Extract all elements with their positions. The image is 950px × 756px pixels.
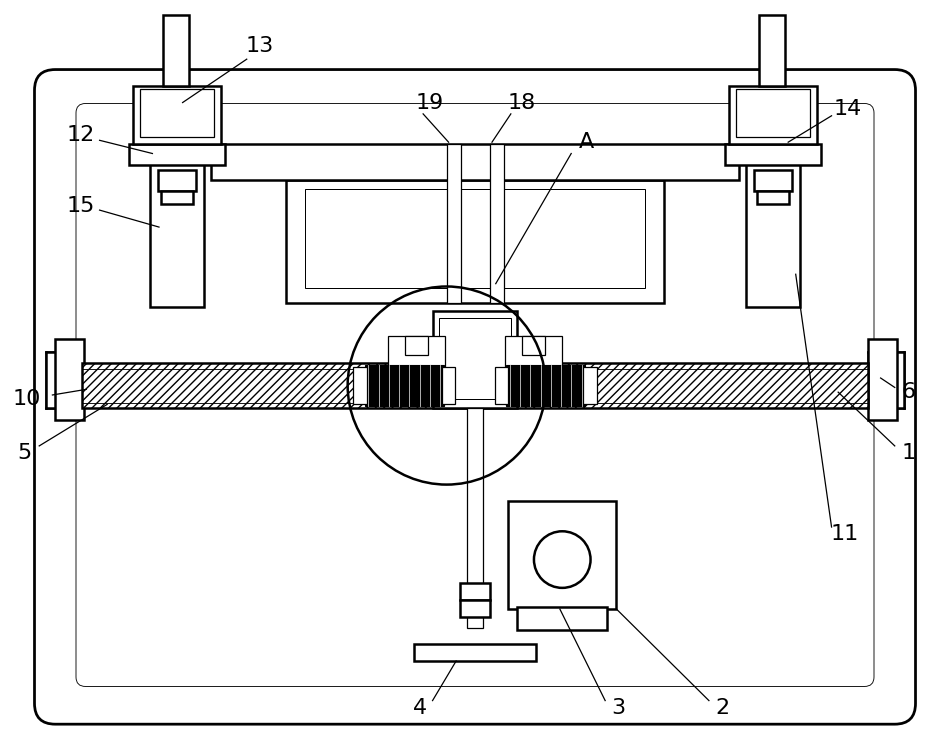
Bar xyxy=(162,15,189,85)
Bar xyxy=(406,370,428,389)
Text: 1: 1 xyxy=(902,444,916,463)
Text: 6: 6 xyxy=(902,382,916,402)
Text: 2: 2 xyxy=(715,698,730,718)
Bar xyxy=(757,191,789,204)
Text: 5: 5 xyxy=(17,444,31,463)
Bar xyxy=(506,365,585,406)
Bar xyxy=(746,144,801,307)
Text: A: A xyxy=(579,132,594,152)
Bar xyxy=(754,171,792,191)
Bar xyxy=(55,339,84,420)
Bar xyxy=(729,85,817,144)
Bar xyxy=(389,336,445,370)
Bar xyxy=(508,500,617,609)
Bar xyxy=(868,339,897,420)
Text: 15: 15 xyxy=(66,197,95,216)
Bar xyxy=(305,189,645,288)
Bar xyxy=(505,336,561,370)
Bar xyxy=(129,144,225,165)
Text: 18: 18 xyxy=(508,92,537,113)
Bar xyxy=(353,367,367,404)
Bar xyxy=(141,89,214,137)
Bar xyxy=(522,336,544,355)
Text: 19: 19 xyxy=(415,92,444,113)
Bar xyxy=(365,365,444,406)
Bar xyxy=(759,15,786,85)
Bar xyxy=(467,408,483,628)
Bar xyxy=(495,367,508,404)
Bar xyxy=(442,367,455,404)
Text: 13: 13 xyxy=(246,36,274,56)
Text: 10: 10 xyxy=(12,389,41,409)
Circle shape xyxy=(534,531,591,588)
Bar xyxy=(439,318,511,398)
Bar xyxy=(286,180,664,302)
Bar xyxy=(725,144,821,165)
Bar xyxy=(583,367,597,404)
Bar xyxy=(522,370,544,389)
Bar xyxy=(158,171,196,191)
Bar xyxy=(133,85,221,144)
Bar xyxy=(406,336,428,355)
Bar xyxy=(413,644,537,661)
Text: 4: 4 xyxy=(413,698,428,718)
Bar xyxy=(389,370,445,404)
Bar xyxy=(460,600,490,617)
FancyBboxPatch shape xyxy=(34,70,916,724)
Text: 3: 3 xyxy=(611,698,625,718)
Bar xyxy=(490,144,504,302)
Text: 11: 11 xyxy=(830,524,859,544)
Bar xyxy=(446,144,461,302)
Bar xyxy=(82,363,868,408)
Bar xyxy=(46,352,82,408)
Text: 12: 12 xyxy=(66,125,95,144)
Bar xyxy=(868,352,904,408)
Bar xyxy=(505,370,561,404)
Bar xyxy=(161,191,193,204)
Bar xyxy=(460,583,490,600)
Bar xyxy=(736,89,809,137)
Bar xyxy=(518,607,607,630)
Text: 14: 14 xyxy=(833,99,862,119)
Bar xyxy=(432,311,518,408)
Bar xyxy=(211,144,739,180)
Bar xyxy=(149,144,204,307)
